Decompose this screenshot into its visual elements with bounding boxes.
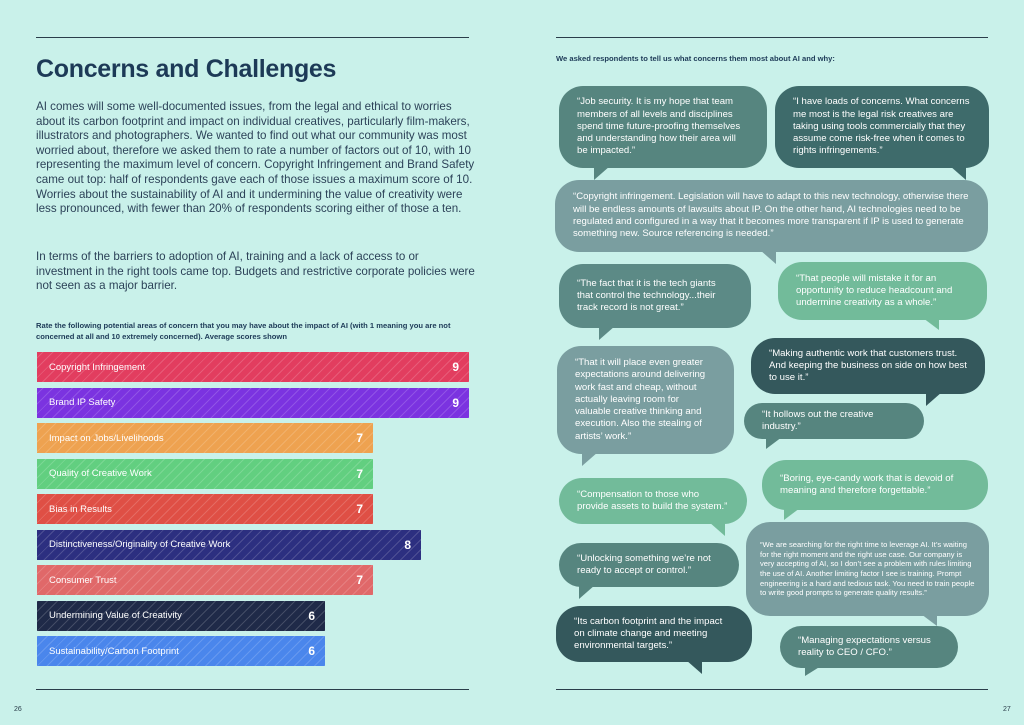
bubble-tail xyxy=(923,318,939,330)
bar-9: Sustainability/Carbon Footprint 6 xyxy=(37,636,325,666)
bar-value: 8 xyxy=(404,537,411,552)
quote-bubble: “We are searching for the right time to … xyxy=(746,522,989,616)
quote-bubble: “Its carbon footprint and the impact on … xyxy=(556,606,752,662)
bar-value: 6 xyxy=(308,608,315,623)
bubble-tail xyxy=(805,666,821,676)
top-rule-left xyxy=(36,37,469,38)
bubble-tail xyxy=(921,614,937,626)
bubble-tail xyxy=(594,166,610,180)
quotes-intro: We asked respondents to tell us what con… xyxy=(556,54,835,63)
bar-3: Impact on Jobs/Livelihoods 7 xyxy=(37,423,373,453)
page-number-left: 26 xyxy=(14,706,22,713)
bar-label: Bias in Results xyxy=(49,503,112,515)
quote-text: “The fact that it is the tech giants tha… xyxy=(577,277,716,314)
quote-text: “Making authentic work that customers tr… xyxy=(769,347,967,384)
quote-text: “We are searching for the right time to … xyxy=(760,539,975,598)
chart-caption: Rate the following potential areas of co… xyxy=(36,321,451,341)
quote-bubble: “That people will mistake it for an oppo… xyxy=(778,262,987,320)
bubble-tail xyxy=(686,660,702,674)
bar-8: Undermining Value of Creativity 6 xyxy=(37,600,325,631)
quote-text: “Copyright infringement. Legislation wil… xyxy=(573,191,969,240)
bubble-tail xyxy=(766,437,782,449)
quote-text: “That people will mistake it for an oppo… xyxy=(796,272,953,309)
bar-value: 7 xyxy=(356,466,363,481)
quote-text: “I have loads of concerns. What concerns… xyxy=(793,96,970,157)
quote-bubble: “The fact that it is the tech giants tha… xyxy=(559,264,751,328)
bar-4: Quality of Creative Work 7 xyxy=(37,458,373,489)
bar-2: Brand IP Safety 9 xyxy=(37,387,469,418)
bubble-tail xyxy=(599,326,615,340)
top-rule-right xyxy=(556,37,988,38)
bar-value: 9 xyxy=(452,395,459,410)
quote-bubble: “I have loads of concerns. What concerns… xyxy=(775,86,989,168)
bubble-tail xyxy=(760,250,776,264)
bar-5: Bias in Results 7 xyxy=(37,494,373,524)
bottom-rule-left xyxy=(36,689,469,690)
quote-text: “That it will place even greater expecta… xyxy=(575,357,706,442)
bar-value: 9 xyxy=(452,360,459,374)
bar-label: Impact on Jobs/Livelihoods xyxy=(49,432,164,444)
bar-value: 7 xyxy=(356,573,363,587)
bubble-tail xyxy=(784,508,800,520)
page-number-right: 27 xyxy=(1003,706,1011,713)
quote-text: “Unlocking something we’re not ready to … xyxy=(577,552,711,576)
quote-bubble: “Copyright infringement. Legislation wil… xyxy=(555,180,988,252)
quote-bubble: “Compensation to those who provide asset… xyxy=(559,478,747,524)
quote-bubble: “It hollows out the creative industry.” xyxy=(744,403,924,439)
quote-bubble: “Boring, eye-candy work that is devoid o… xyxy=(762,460,988,510)
bar-label: Copyright Infringement xyxy=(49,361,146,373)
quote-bubble: “That it will place even greater expecta… xyxy=(557,346,734,454)
bubble-tail xyxy=(582,452,598,466)
quote-text: “Managing expectations versus reality to… xyxy=(798,634,931,658)
quote-text: “Its carbon footprint and the impact on … xyxy=(574,615,723,652)
bar-6: Distinctiveness/Originality of Creative … xyxy=(37,529,421,560)
bar-value: 7 xyxy=(356,502,363,516)
bubble-tail xyxy=(950,166,966,180)
bar-label: Consumer Trust xyxy=(49,574,117,586)
bar-value: 6 xyxy=(308,644,315,658)
quote-bubble: “Unlocking something we’re not ready to … xyxy=(559,543,739,587)
bubble-tail xyxy=(579,585,595,599)
quote-text: “Job security. It is my hope that team m… xyxy=(577,96,741,157)
bar-label: Sustainability/Carbon Footprint xyxy=(49,645,179,657)
bubble-tail xyxy=(709,522,725,536)
barriers-paragraph: In terms of the barriers to adoption of … xyxy=(36,250,475,293)
intro-paragraph: AI comes will some well-documented issue… xyxy=(36,100,475,216)
page-title: Concerns and Challenges xyxy=(36,55,337,83)
bar-label: Undermining Value of Creativity xyxy=(49,610,182,621)
quote-text: “It hollows out the creative industry.” xyxy=(762,408,874,432)
quote-bubble: “Job security. It is my hope that team m… xyxy=(559,86,767,168)
bar-label: Distinctiveness/Originality of Creative … xyxy=(49,539,231,550)
bar-label: Quality of Creative Work xyxy=(49,468,152,479)
bar-value: 7 xyxy=(356,431,363,445)
quote-text: “Boring, eye-candy work that is devoid o… xyxy=(780,472,954,496)
quote-bubble: “Making authentic work that customers tr… xyxy=(751,338,985,394)
bottom-rule-right xyxy=(556,689,988,690)
bar-1: Copyright Infringement 9 xyxy=(37,352,469,382)
quote-bubble: “Managing expectations versus reality to… xyxy=(780,626,958,668)
bubble-tail xyxy=(926,392,942,406)
bar-label: Brand IP Safety xyxy=(49,397,116,408)
bar-7: Consumer Trust 7 xyxy=(37,565,373,595)
quote-text: “Compensation to those who provide asset… xyxy=(577,488,728,512)
